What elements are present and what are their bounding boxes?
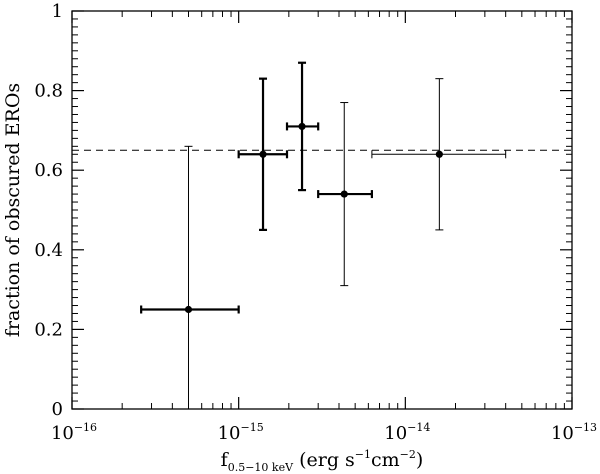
data-point xyxy=(371,78,507,231)
y-tick-label: 0.2 xyxy=(34,319,63,340)
data-marker xyxy=(259,150,267,158)
x-tick-label: 10−16 xyxy=(51,421,97,444)
y-tick-label: 1 xyxy=(52,1,63,22)
plot-frame xyxy=(71,10,573,410)
x-tick-label: 10−14 xyxy=(384,421,430,444)
data-marker xyxy=(340,190,348,198)
data-point xyxy=(285,61,320,192)
data-point xyxy=(317,102,373,287)
x-axis-label: f0.5−10 keV (erg s−1cm−2) xyxy=(221,448,424,474)
tick-labels: 0 0.2 0.4 0.6 0.8 1 10−16 10−15 10−14 10−13 xyxy=(34,1,597,444)
y-tick-label: 0 xyxy=(52,399,63,420)
data-marker xyxy=(298,122,306,131)
data-point xyxy=(140,145,240,410)
y-tick-label: 0.6 xyxy=(34,160,63,181)
data-marker xyxy=(184,305,193,314)
data-point xyxy=(237,77,289,231)
data-points xyxy=(140,61,507,410)
y-tick-label: 0.4 xyxy=(34,240,63,261)
x-tick-label: 10−15 xyxy=(218,421,264,444)
x-tick-label: 10−13 xyxy=(551,421,597,444)
y-axis-label: fraction of obscured EROs xyxy=(2,83,24,337)
y-tick-label: 0.8 xyxy=(34,81,63,102)
data-marker xyxy=(435,150,443,158)
axis-ticks xyxy=(71,10,573,410)
